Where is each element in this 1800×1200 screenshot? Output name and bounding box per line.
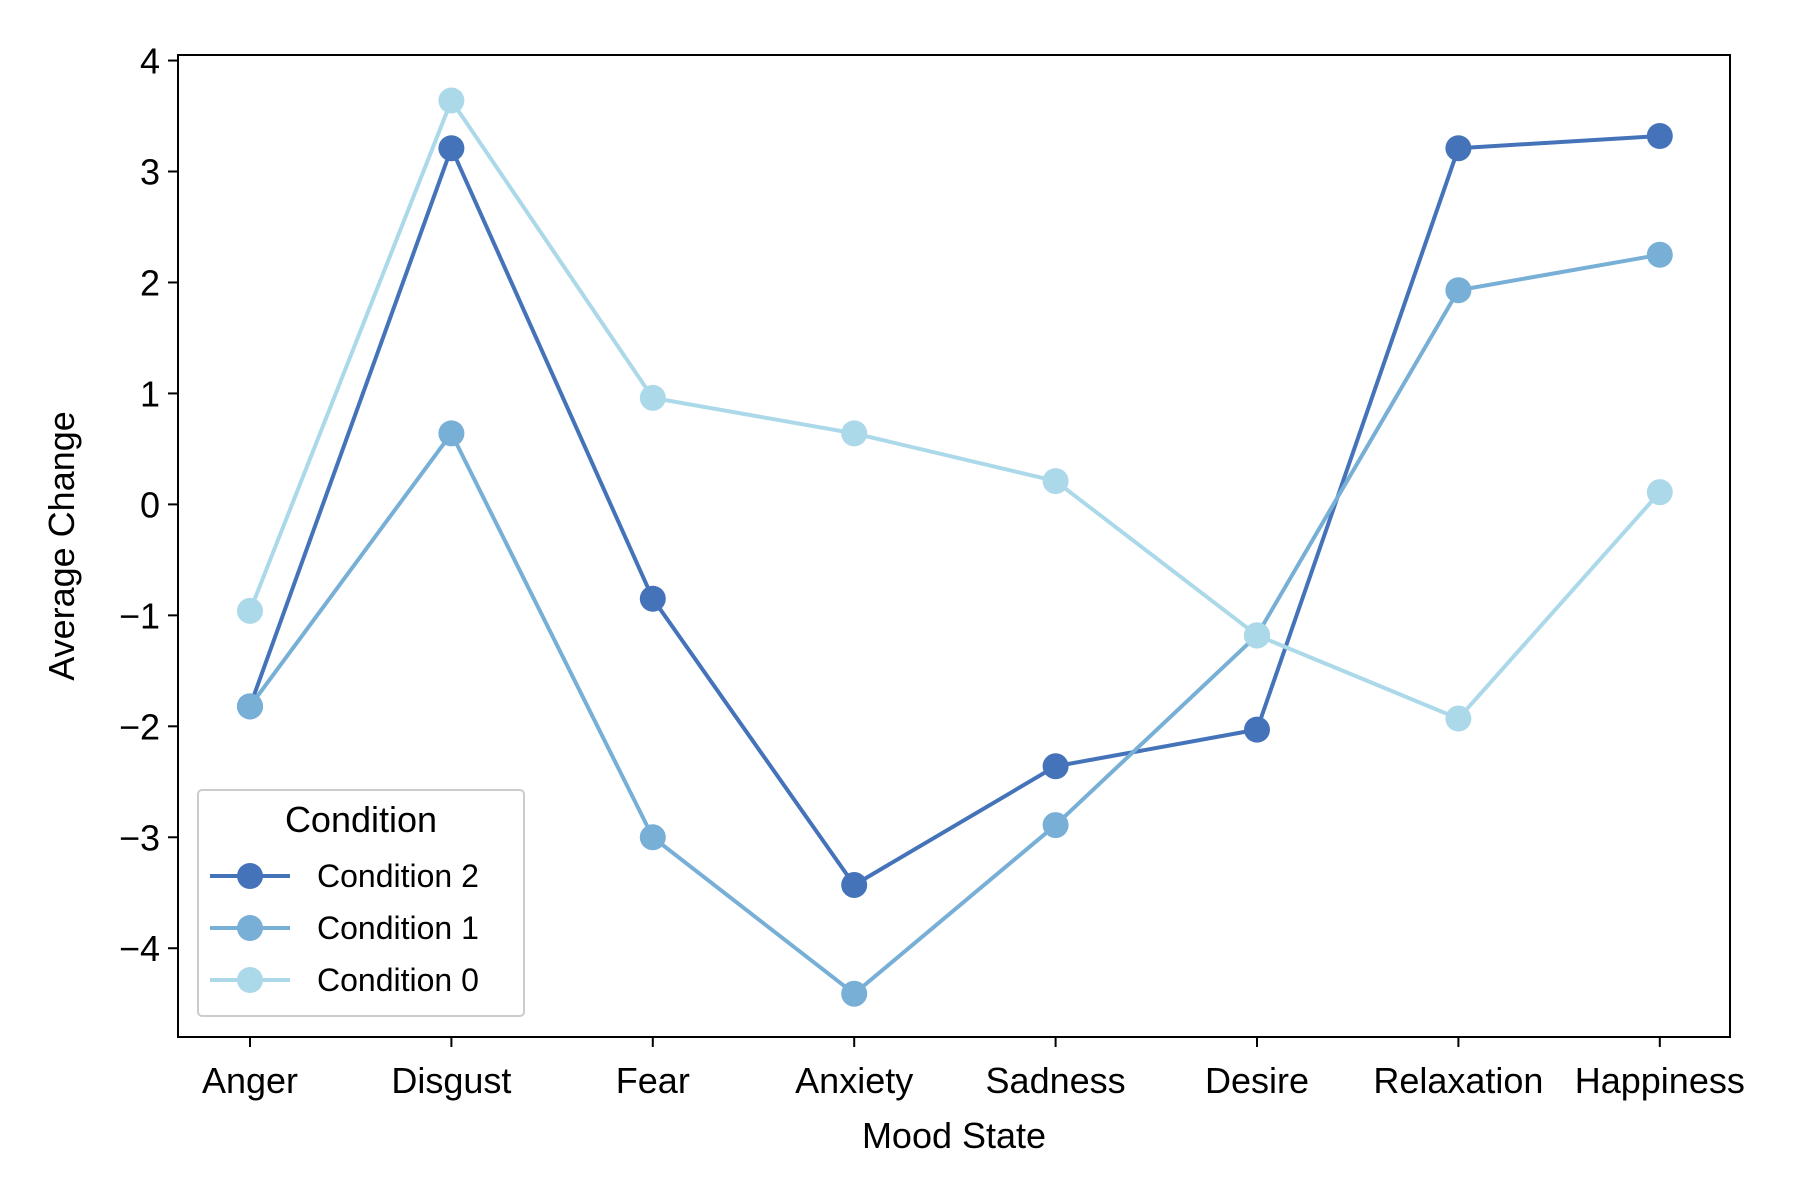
data-point [1042,753,1069,780]
x-tick-label: Happiness [1575,1060,1745,1101]
data-point [237,693,263,720]
legend-marker [237,967,263,993]
y-axis-ticks: 4 3 2 1 0 −1 −2 −3 −4 [119,41,178,969]
x-tick-label: Fear [616,1060,690,1101]
x-tick-label: Disgust [391,1060,511,1101]
y-tick-label: 2 [140,262,160,303]
data-point [438,420,465,447]
plot-frame [177,54,1731,1038]
data-point [438,87,465,114]
legend-box [197,789,525,1017]
data-point [438,135,465,162]
legend-marker [237,915,263,941]
plot-marks [237,87,1673,1007]
y-tick-label: −3 [119,817,160,858]
data-point [1445,705,1472,732]
legend-label: Condition 2 [317,858,479,894]
series-line-1 [248,252,1662,996]
x-tick-label: Anxiety [795,1060,913,1101]
x-tick-label: Sadness [986,1060,1126,1101]
x-tick-label: Anger [202,1060,298,1101]
y-tick-label: −1 [119,595,160,636]
data-point [841,871,868,898]
y-tick-label: 0 [140,484,160,525]
data-point [1445,135,1472,162]
y-tick-label: 3 [140,152,160,193]
legend-items: Condition 2 Condition 1 Condition 0 [210,858,479,998]
legend-marker [237,863,263,889]
data-point [1646,123,1673,150]
x-axis-title: Mood State [862,1115,1046,1156]
data-point [1244,622,1270,649]
data-point [1042,812,1069,839]
y-tick-label: −4 [119,928,160,969]
data-point [1445,277,1472,304]
y-tick-label: −2 [119,706,160,747]
data-point [1042,468,1069,495]
data-point [1244,716,1270,743]
series-line-0 [248,134,1662,887]
data-point [1646,479,1673,506]
x-tick-label: Desire [1205,1060,1309,1101]
data-point [639,824,666,851]
legend-label: Condition 0 [317,962,479,998]
y-axis-title: Average Change [41,411,82,681]
data-point [237,597,263,624]
legend-label: Condition 1 [317,910,479,946]
data-point [841,420,868,447]
data-point [841,980,868,1007]
y-tick-label: 4 [140,41,160,82]
y-tick-label: 1 [140,373,160,414]
data-point [1646,241,1673,268]
data-point [639,384,666,411]
series-line-2 [248,98,1662,721]
x-axis-ticks: Anger Disgust Fear Anxiety Sadness Desire Rela… [202,1037,1745,1101]
data-point [639,585,666,612]
legend-title: Condition [285,799,437,840]
x-tick-label: Relaxation [1373,1060,1543,1101]
